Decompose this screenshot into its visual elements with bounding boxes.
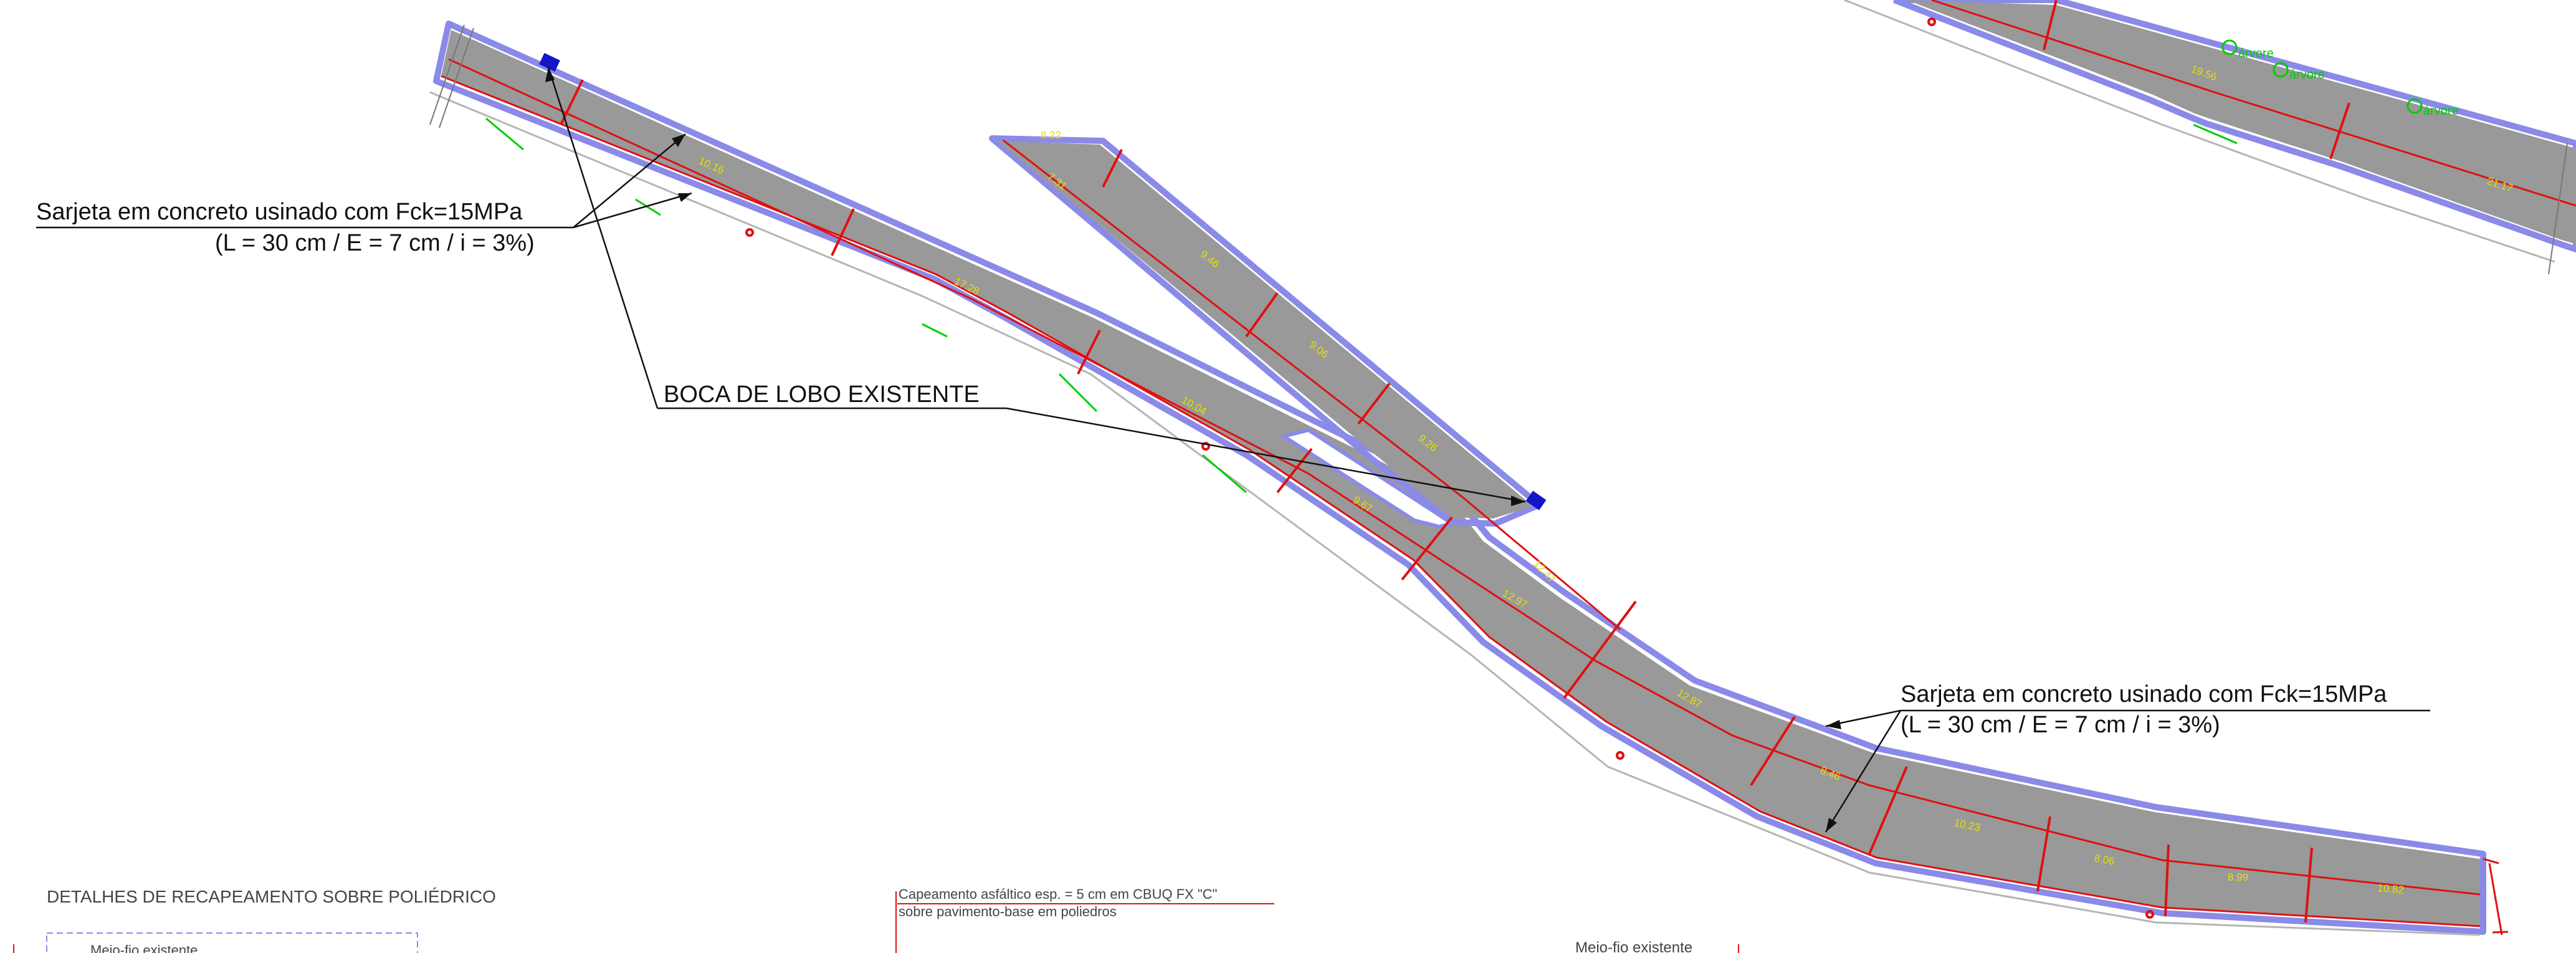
meio-fio-left-label: Meio-fio existente xyxy=(90,942,198,953)
capeamento-line2: sobre pavimento-base em poliedros xyxy=(899,904,1117,919)
leader-lines xyxy=(36,67,2430,833)
road-end-right xyxy=(2548,143,2568,275)
tree-1: árvore xyxy=(2221,39,2274,60)
tree-label: árvore xyxy=(2238,47,2274,60)
meio-fio-right-label: Meio-fio existente xyxy=(1575,939,1692,953)
branch-road-pavement xyxy=(997,141,1533,519)
segment-dimensions: 10.16 17.28 8.22 7.31 9.46 9.06 9.26 12.… xyxy=(697,63,2514,896)
callout-sarjeta-left-line1: Sarjeta em concreto usinado com Fck=15MP… xyxy=(36,199,523,225)
dim-bottom-4: 8.99 xyxy=(2228,871,2248,883)
tree-icon xyxy=(2407,98,2423,114)
tree-icon xyxy=(2221,39,2238,55)
tree-label: árvore xyxy=(2289,68,2325,82)
green-marks xyxy=(485,117,2238,494)
leader-arrows xyxy=(545,67,1841,832)
red-markers xyxy=(745,17,2154,919)
top-right-road-curb xyxy=(1893,0,2576,253)
branch-centerline xyxy=(1003,139,1621,631)
inlet-left-icon xyxy=(539,53,560,72)
main-road-centerline xyxy=(448,58,2481,896)
top-right-centerline xyxy=(1931,0,2576,207)
capeamento-line1: Capeamento asfáltico esp. = 5 cm em CBUQ… xyxy=(899,886,1217,902)
callout-sarjeta-right-line1: Sarjeta em concreto usinado com Fck=15MP… xyxy=(1901,681,2387,707)
trees: árvore árvore árvore xyxy=(2221,39,2459,118)
main-road-inner-edge xyxy=(441,75,2481,927)
detail-box xyxy=(46,932,418,953)
property-lines xyxy=(429,0,2555,936)
tree-3: árvore xyxy=(2407,98,2459,118)
callout-sarjeta-right-line2: (L = 30 cm / E = 7 cm / i = 3%) xyxy=(1901,712,2220,738)
branch-road xyxy=(989,135,1542,529)
details-title: DETALHES DE RECAPEAMENTO SOBRE POLIÉDRIC… xyxy=(47,887,496,906)
cross-sections xyxy=(560,0,2350,923)
road-end-bottom xyxy=(2483,858,2509,936)
tree-2: árvore xyxy=(2273,62,2325,82)
branch-notch xyxy=(1279,428,1457,529)
branch-road-curb xyxy=(989,135,1542,527)
dim-branch-1: 8.22 xyxy=(1041,129,1061,141)
inlet-right-icon xyxy=(1525,491,1547,510)
callout-boca-de-lobo: BOCA DE LOBO EXISTENTE xyxy=(664,381,980,408)
top-right-road xyxy=(1893,0,2576,253)
callout-sarjeta-left-line2: (L = 30 cm / E = 7 cm / i = 3%) xyxy=(215,230,535,256)
tree-icon xyxy=(2273,62,2289,78)
top-right-road-pavement xyxy=(1907,0,2576,244)
dim-bottom-5: 10.82 xyxy=(2377,882,2405,896)
road-end-left xyxy=(429,24,474,128)
tree-label: árvore xyxy=(2423,104,2459,118)
main-road-pavement xyxy=(441,30,2480,926)
